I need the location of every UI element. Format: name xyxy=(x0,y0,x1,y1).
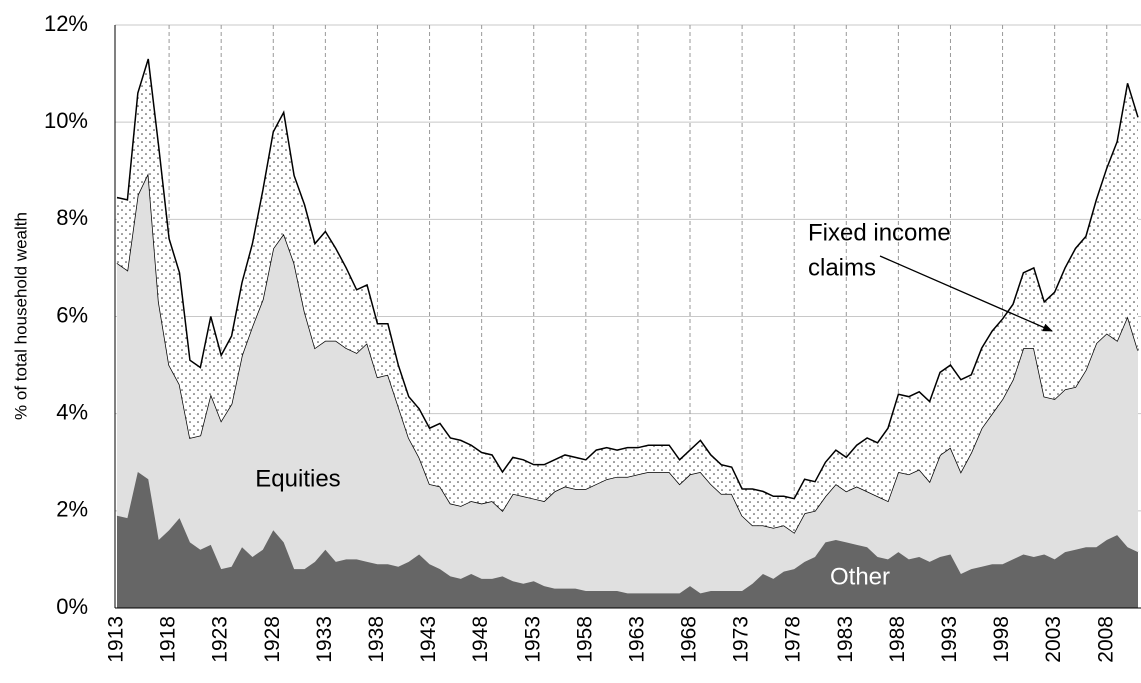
y-tick-label: 2% xyxy=(56,497,88,522)
area-edge xyxy=(116,58,1139,500)
x-tick-label: 1923 xyxy=(209,616,232,663)
x-tick-label: 1928 xyxy=(261,616,284,663)
x-tick-label: 1938 xyxy=(365,616,388,663)
annotation: Other xyxy=(830,563,890,590)
y-axis-title: % of total household wealth xyxy=(11,212,30,420)
annotation: claims xyxy=(808,254,876,281)
area-fill xyxy=(117,471,1138,608)
x-tick-label: 1978 xyxy=(782,616,805,663)
x-tick-label: 1988 xyxy=(886,616,909,663)
y-tick-label: 8% xyxy=(56,205,88,230)
y-tick-label: 6% xyxy=(56,302,88,327)
y-tick-label: 0% xyxy=(56,594,88,619)
x-tick-label: 1998 xyxy=(990,616,1013,663)
y-tick-label: 4% xyxy=(56,399,88,424)
annotation-arrow xyxy=(879,255,1053,332)
x-tick-label: 1963 xyxy=(625,616,648,663)
annotation: Fixed income xyxy=(808,219,951,246)
x-tick-label: 1913 xyxy=(105,616,128,663)
x-tick-label: 1968 xyxy=(678,616,701,663)
x-tick-label: 1993 xyxy=(938,616,961,663)
x-tick-label: 2008 xyxy=(1094,616,1117,663)
annotation: Equities xyxy=(255,465,340,492)
x-tick-label: 1933 xyxy=(313,616,336,663)
x-tick-label: 1948 xyxy=(469,616,492,663)
x-tick-label: 1958 xyxy=(573,616,596,663)
x-tick-label: 2003 xyxy=(1042,616,1065,663)
x-tick-label: 1943 xyxy=(417,616,440,663)
x-tick-label: 1953 xyxy=(521,616,544,663)
y-tick-label: 10% xyxy=(44,108,88,133)
area-fill xyxy=(117,59,1138,533)
x-tick-label: 1983 xyxy=(834,616,857,663)
y-tick-label: 12% xyxy=(44,11,88,36)
area-fill xyxy=(117,173,1138,594)
x-tick-label: 1918 xyxy=(157,616,180,663)
x-tick-label: 1973 xyxy=(730,616,753,663)
